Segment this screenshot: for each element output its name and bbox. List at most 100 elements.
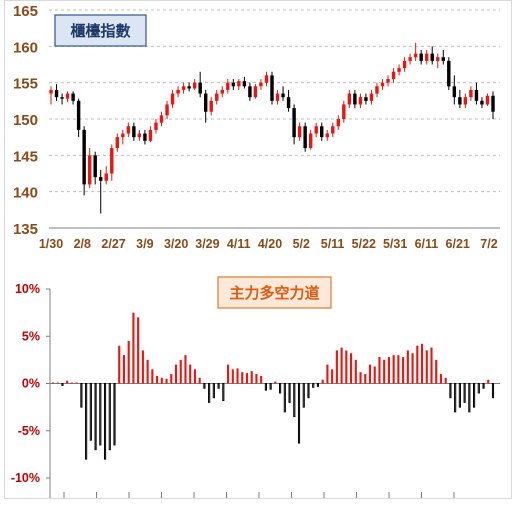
index-chart-y-axis: 135 140 145 150 155 160 165: [13, 3, 38, 238]
candle-body: [187, 86, 191, 89]
force-bar-positive: [392, 355, 395, 384]
force-bar-negative: [283, 383, 286, 413]
force-bar-positive: [193, 369, 196, 384]
candle-body: [65, 93, 70, 99]
force-bar-negative: [468, 383, 471, 413]
force-bar-negative: [85, 383, 88, 460]
candle-body: [402, 60, 407, 69]
force-bar-positive: [331, 369, 334, 384]
force-bar-positive: [420, 343, 424, 384]
force-bar-negative: [297, 383, 301, 444]
candle-body: [419, 53, 423, 61]
force-bar-negative: [99, 383, 102, 446]
force-bar-positive: [151, 369, 154, 384]
candle-body: [424, 53, 429, 61]
candle-body: [342, 104, 346, 119]
force-bar-positive: [274, 381, 277, 384]
force-bar-negative: [94, 383, 97, 451]
candle-body: [391, 71, 396, 80]
candle-body: [413, 53, 418, 58]
candle-body: [165, 104, 169, 116]
index-chart-gridlines: [49, 9, 500, 229]
force-bar-negative: [203, 383, 206, 389]
candle-body: [270, 75, 274, 101]
candle-body: [126, 126, 131, 134]
force-bar-positive: [226, 364, 230, 384]
force-bar-negative: [208, 383, 211, 403]
force-bar-negative: [113, 383, 116, 446]
index-x-tick-label: 6/11: [415, 237, 439, 251]
force-chart-title-background: [217, 276, 332, 309]
force-y-tick-label: 5%: [22, 329, 40, 343]
candle-body: [441, 57, 445, 61]
candle-body: [242, 81, 247, 87]
candle-body: [264, 75, 269, 83]
force-bar-positive: [75, 382, 78, 384]
index-x-tick-label: 5/22: [352, 237, 376, 251]
force-bar-positive: [359, 372, 362, 384]
index-chart-title-box: 櫃檯指數: [54, 14, 147, 47]
force-bar-positive: [397, 355, 400, 384]
force-bar-positive: [411, 353, 414, 384]
index-x-tick-label: 1/30: [39, 237, 63, 251]
candle-body: [248, 86, 252, 98]
candle-body: [397, 68, 401, 72]
candle-body: [49, 89, 53, 94]
index-chart-title-background: [54, 14, 147, 47]
force-bar-positive: [245, 373, 249, 384]
candle-body: [353, 93, 357, 105]
candle-body: [430, 53, 434, 61]
candle-body: [159, 115, 164, 123]
candle-body: [54, 89, 59, 98]
candle-body: [331, 126, 335, 134]
candle-body: [469, 89, 473, 98]
candle-body: [485, 95, 490, 105]
force-bar-positive: [118, 345, 121, 384]
force-bar-positive: [165, 378, 168, 384]
candle-body: [203, 93, 208, 112]
candle-body: [71, 93, 75, 101]
candle-body: [358, 97, 363, 105]
force-bar-positive: [51, 382, 55, 384]
index-y-tick-label: 160: [13, 39, 38, 56]
candle-body: [110, 148, 114, 174]
candle-body: [452, 86, 457, 98]
index-x-tick-label: 2/27: [101, 237, 125, 251]
force-bar-negative: [288, 383, 291, 403]
index-chart-x-axis: 1/30 2/8 2/27 3/9 3/20 3/29 4/11 4/20 5/2 5/11 5/2…: [39, 237, 498, 251]
candle-body: [375, 86, 379, 94]
force-bar-positive: [132, 312, 135, 384]
candle-body: [198, 82, 202, 94]
force-bar-negative: [103, 383, 107, 460]
index-x-tick-label: 2/8: [74, 237, 91, 251]
force-bar-positive: [146, 359, 149, 384]
force-bar-positive: [444, 377, 447, 384]
index-y-tick-label: 150: [13, 112, 38, 129]
force-bar-negative: [454, 383, 457, 413]
candle-body: [148, 129, 153, 141]
force-chart-title-box: 主力多空力道: [217, 276, 332, 309]
candle-body: [209, 100, 213, 112]
force-bar-positive: [250, 371, 253, 384]
candle-body: [220, 89, 224, 94]
index-x-tick-label: 6/21: [446, 237, 470, 251]
index-x-tick-label: 4/20: [258, 237, 282, 251]
force-bar-negative: [222, 383, 225, 402]
index-y-tick-label: 140: [13, 185, 38, 202]
candle-body: [170, 93, 175, 105]
candle-body: [226, 82, 230, 90]
index-x-tick-label: 3/9: [136, 237, 153, 251]
force-bar-positive: [241, 372, 244, 384]
force-bar-negative: [89, 383, 92, 441]
index-x-tick-label: 5/31: [383, 237, 407, 251]
candle-body: [436, 57, 440, 61]
index-x-tick-label: 5/2: [293, 237, 310, 251]
force-bar-positive: [402, 357, 405, 384]
force-bar-negative: [307, 383, 310, 399]
force-bar-negative: [61, 383, 64, 386]
force-bar-negative: [212, 383, 215, 399]
candle-body: [325, 133, 329, 138]
candle-body: [447, 60, 451, 87]
index-y-tick-label: 135: [13, 221, 38, 238]
